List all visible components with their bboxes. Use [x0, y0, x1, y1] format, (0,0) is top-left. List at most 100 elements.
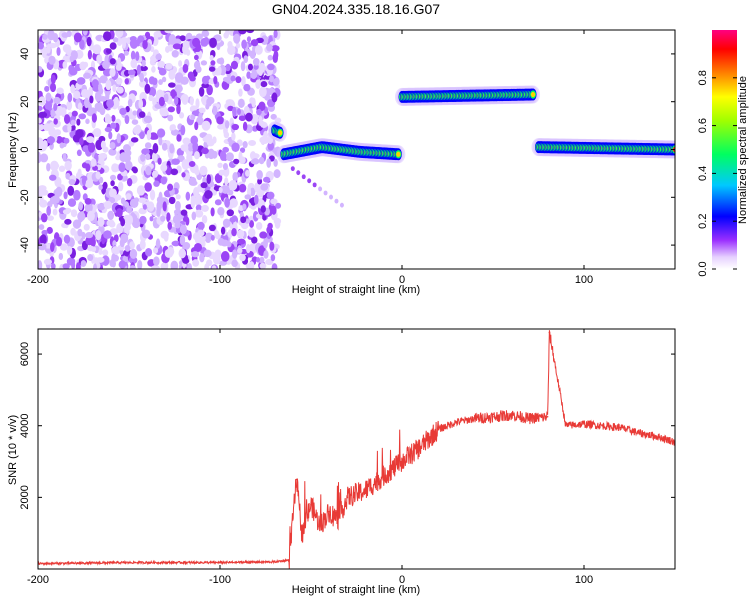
noise-blob	[44, 85, 50, 92]
noise-blob	[259, 86, 267, 98]
noise-blob	[62, 263, 70, 269]
noise-blob	[200, 60, 208, 66]
noise-blob	[259, 256, 265, 264]
noise-blob	[172, 43, 182, 50]
noise-blob	[169, 143, 175, 154]
noise-blob	[63, 191, 68, 200]
noise-blob	[246, 71, 251, 79]
noise-blob	[238, 30, 247, 35]
noise-blob	[130, 137, 139, 143]
noise-blob	[274, 220, 281, 229]
noise-blob	[70, 227, 76, 236]
noise-blob	[254, 45, 263, 55]
noise-blob	[172, 214, 182, 224]
noise-blob	[54, 176, 62, 188]
noise-blob	[153, 180, 160, 187]
noise-blob	[132, 167, 138, 174]
noise-blob	[181, 159, 190, 170]
noise-blob	[238, 88, 243, 97]
noise-blob	[158, 79, 163, 85]
noise-blob	[102, 181, 108, 190]
noise-blob	[152, 134, 159, 140]
noise-blob	[149, 216, 154, 222]
noise-blob	[180, 209, 188, 216]
noise-blob	[113, 96, 120, 107]
snr-point	[346, 496, 349, 499]
noise-blob	[75, 262, 81, 269]
noise-blob	[211, 265, 217, 269]
noise-blob	[182, 258, 190, 264]
noise-blob	[109, 228, 119, 236]
noise-blob	[193, 242, 203, 252]
snr-point	[419, 446, 422, 449]
signal-streak	[296, 170, 301, 176]
snr-ytick-label: 6000	[19, 342, 31, 366]
snr-point	[295, 478, 298, 481]
signal-streak	[334, 198, 339, 204]
noise-blob	[111, 253, 116, 264]
colorbar-ticks: 0.0 0.2 0.4 0.6 0.8	[697, 70, 737, 277]
snr-point	[619, 426, 622, 429]
noise-blob	[98, 83, 103, 93]
colorbar: 0.0 0.2 0.4 0.6 0.8 Normalized spectral ampl…	[697, 30, 749, 277]
noise-blob	[238, 115, 246, 121]
noise-blob	[127, 69, 136, 76]
noise-blob	[139, 215, 147, 225]
noise-blob	[212, 254, 221, 265]
noise-blob	[148, 86, 157, 98]
noise-blob	[109, 58, 116, 65]
snr-point	[565, 424, 567, 427]
noise-blob	[62, 209, 71, 215]
noise-blob	[255, 79, 261, 89]
noise-blob	[77, 168, 82, 178]
noise-blob	[108, 131, 113, 140]
noise-blob	[245, 169, 250, 177]
noise-blob	[180, 94, 189, 103]
noise-blob	[60, 107, 67, 118]
noise-blob	[250, 158, 260, 165]
noise-blob	[99, 75, 108, 84]
noise-blob	[160, 215, 166, 222]
snr-marks	[38, 330, 675, 569]
colorbar-gradient	[712, 30, 737, 269]
noise-blob	[260, 81, 268, 88]
snr-point	[128, 561, 130, 564]
noise-blob	[120, 197, 126, 205]
spectrogram-xtick-label: -100	[209, 274, 231, 286]
noise-blob	[250, 39, 259, 47]
noise-blob	[67, 123, 72, 133]
signal-core-peak	[396, 151, 401, 157]
noise-blob	[243, 83, 251, 92]
noise-blob	[66, 30, 72, 38]
signal-streak	[307, 178, 312, 184]
noise-blob	[39, 153, 49, 163]
snr-point	[546, 415, 549, 418]
noise-blob	[195, 65, 202, 73]
noise-blob	[246, 30, 255, 34]
noise-blob	[119, 238, 125, 248]
noise-blob	[260, 136, 266, 145]
noise-blob	[133, 125, 142, 135]
snr-point	[437, 428, 440, 431]
spectrogram-xtick-label: 0	[399, 274, 405, 286]
noise-blob	[168, 82, 176, 88]
noise-blob	[110, 180, 115, 187]
noise-blob	[209, 54, 214, 61]
noise-blob	[46, 43, 51, 54]
noise-blob	[201, 147, 209, 155]
noise-blob	[38, 41, 44, 50]
noise-blob	[38, 117, 42, 124]
noise-blob	[70, 209, 78, 218]
noise-blob	[262, 238, 268, 249]
noise-blob	[245, 112, 253, 122]
noise-blob	[179, 35, 186, 42]
noise-blob	[179, 234, 186, 246]
noise-blob	[275, 202, 282, 209]
noise-blob	[241, 39, 247, 50]
noise-blob	[257, 68, 264, 77]
noise-blob	[92, 127, 102, 138]
noise-blob	[167, 106, 175, 113]
noise-blob	[236, 229, 245, 239]
noise-blob	[166, 212, 171, 223]
